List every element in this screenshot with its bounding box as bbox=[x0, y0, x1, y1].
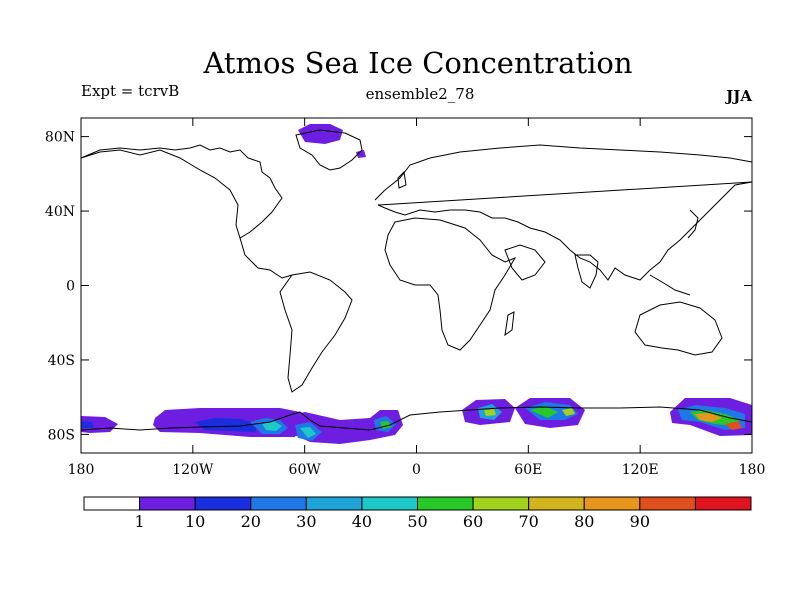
lat-tick-label: 40N bbox=[45, 204, 75, 220]
ice-patch bbox=[725, 421, 742, 430]
ice-patch bbox=[300, 427, 316, 438]
lon-tick-label: 180 bbox=[68, 462, 95, 478]
colorbar-swatch bbox=[528, 496, 585, 511]
ice-patch bbox=[356, 150, 366, 158]
colorbar-swatch bbox=[194, 496, 252, 511]
lon-tick-label: 0 bbox=[412, 462, 421, 478]
lat-tick-label: 0 bbox=[66, 279, 75, 295]
colorbar-swatch bbox=[139, 496, 196, 511]
ice-patch bbox=[290, 410, 403, 444]
sea-ice-fill bbox=[81, 124, 752, 444]
colorbar-swatch bbox=[472, 496, 530, 511]
colorbar-label: 70 bbox=[518, 512, 538, 531]
ice-patch bbox=[298, 124, 343, 144]
colorbar-label: 50 bbox=[407, 512, 427, 531]
colorbar-label: 20 bbox=[241, 512, 261, 531]
colorbar-label: 30 bbox=[296, 512, 316, 531]
lat-tick-label: 80N bbox=[45, 130, 75, 146]
colorbar-swatch bbox=[583, 496, 641, 511]
ice-patch bbox=[695, 413, 722, 422]
ice-patch bbox=[81, 416, 118, 433]
lat-tick-label: 80S bbox=[48, 427, 75, 443]
axis-tick-labels: 80N 40N 0 40S 80S 180 120W 60W 0 60E 120E 180 bbox=[45, 130, 765, 478]
colorbar-label: 1 bbox=[134, 512, 144, 531]
colorbar-swatch bbox=[83, 496, 141, 511]
colorbar-swatch bbox=[250, 496, 307, 511]
lon-tick-label: 60W bbox=[289, 462, 322, 478]
colorbar-label: 90 bbox=[630, 512, 650, 531]
lon-tick-label: 120E bbox=[622, 462, 659, 478]
colorbar-swatch bbox=[639, 496, 696, 511]
ice-patch bbox=[81, 421, 94, 428]
colorbar-swatch bbox=[694, 496, 752, 511]
colorbar-label: 10 bbox=[185, 512, 205, 531]
lat-tick-label: 40S bbox=[48, 353, 75, 369]
colorbar-swatch bbox=[305, 496, 363, 511]
colorbar-label: 80 bbox=[574, 512, 594, 531]
colorbar-swatch bbox=[417, 496, 474, 511]
map-title: Atmos Sea Ice Concentration bbox=[203, 46, 633, 80]
axis-ticks bbox=[80, 118, 753, 453]
ice-patch bbox=[484, 409, 496, 416]
colorbar-label: 40 bbox=[352, 512, 372, 531]
ice-patch bbox=[262, 421, 282, 431]
colorbar bbox=[83, 496, 752, 511]
coastlines bbox=[80, 129, 753, 431]
ice-patch bbox=[195, 418, 258, 432]
season-label: JJA bbox=[726, 87, 752, 105]
lon-tick-label: 120W bbox=[172, 462, 214, 478]
colorbar-label: 60 bbox=[463, 512, 483, 531]
colorbar-labels: 1 10 20 30 40 50 60 70 80 90 bbox=[134, 512, 650, 531]
lon-tick-label: 60E bbox=[514, 462, 542, 478]
ensemble-label: ensemble2_78 bbox=[365, 85, 475, 103]
lon-tick-label: 180 bbox=[739, 462, 766, 478]
colorbar-swatch bbox=[361, 496, 418, 511]
ice-patch bbox=[530, 406, 558, 418]
experiment-label: Expt = tcrvB bbox=[81, 82, 180, 100]
ice-patch bbox=[562, 408, 575, 416]
